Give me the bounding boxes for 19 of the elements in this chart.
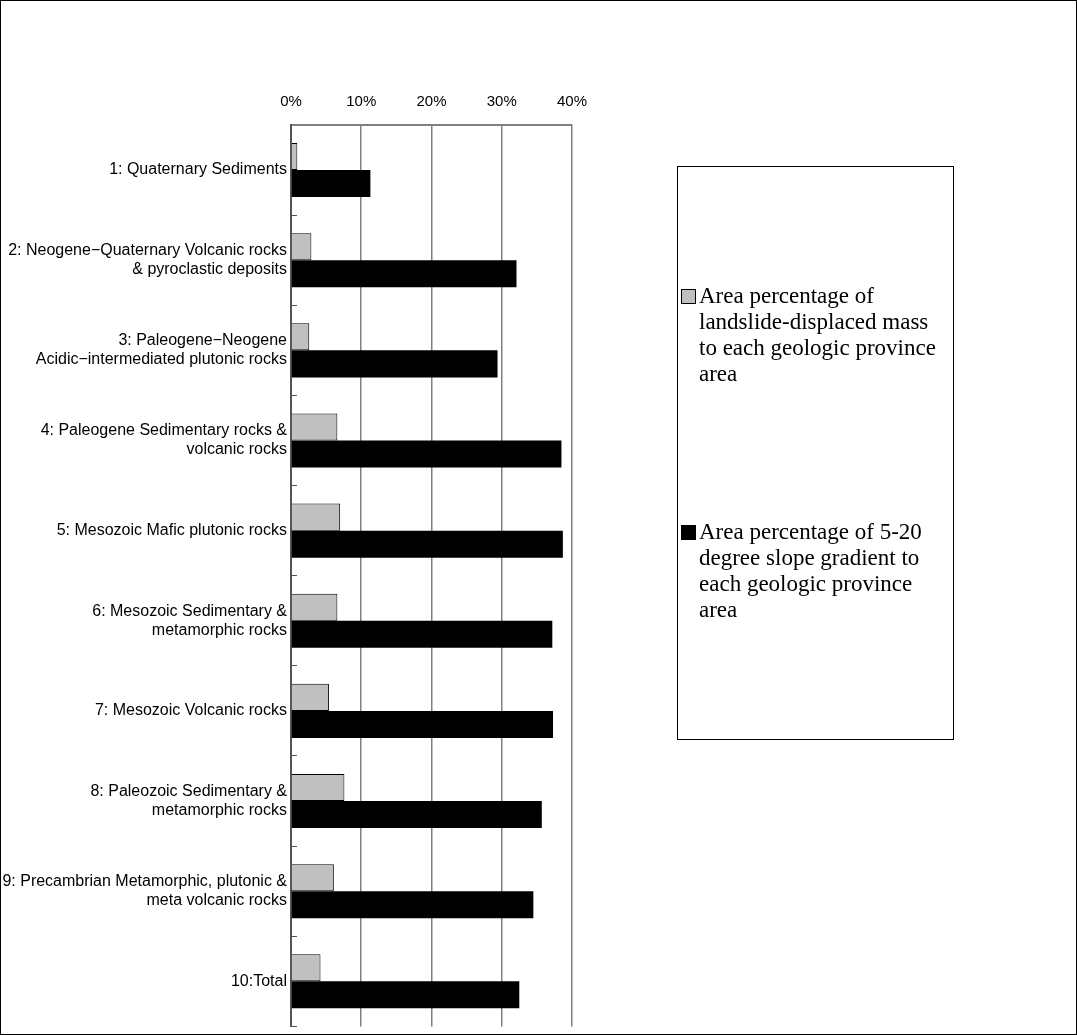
x-tick-label: 0% [280,92,302,110]
y-tick-label: 5: Mesozoic Mafic plutonic rocks [56,521,287,539]
y-tick-label: 3: Paleogene−Neogene Acidic−intermediated plutonic rocks [35,331,288,368]
y-tick-label: 10:Total [230,971,287,989]
x-tick-label: 10% [346,92,377,110]
x-tick-label: 40% [556,92,587,110]
x-tick-label: 30% [486,92,517,110]
legend-label: Area percentage of landslide-displaced mass to each geologic province area [699,283,937,387]
y-tick-label: 7: Mesozoic Volcanic rocks [94,701,287,719]
bar [291,891,534,919]
y-tick-label: 4: Paleogene Sedimentary rocks & volcanic rocks [40,421,288,458]
y-tick-label: 6: Mesozoic Sedimentary & metamorphic rocks [92,601,288,638]
y-tick-label: 2: Neogene−Quaternary Volcanic rocks & pyroclastic deposits [8,241,287,278]
legend-label: Area percentage of 5-20 degree slope gradient to each geologic province area [699,519,923,623]
y-tick-label: 9: Precambrian Metamorphic, plutonic & meta volcanic rocks [2,872,288,909]
bar [291,981,520,1009]
y-tick-label: 8: Paleozoic Sedimentary & metamorphic rocks [90,781,288,819]
y-tick-label: 1: Quaternary Sediments [109,160,287,178]
x-tick-label: 20% [416,92,447,110]
